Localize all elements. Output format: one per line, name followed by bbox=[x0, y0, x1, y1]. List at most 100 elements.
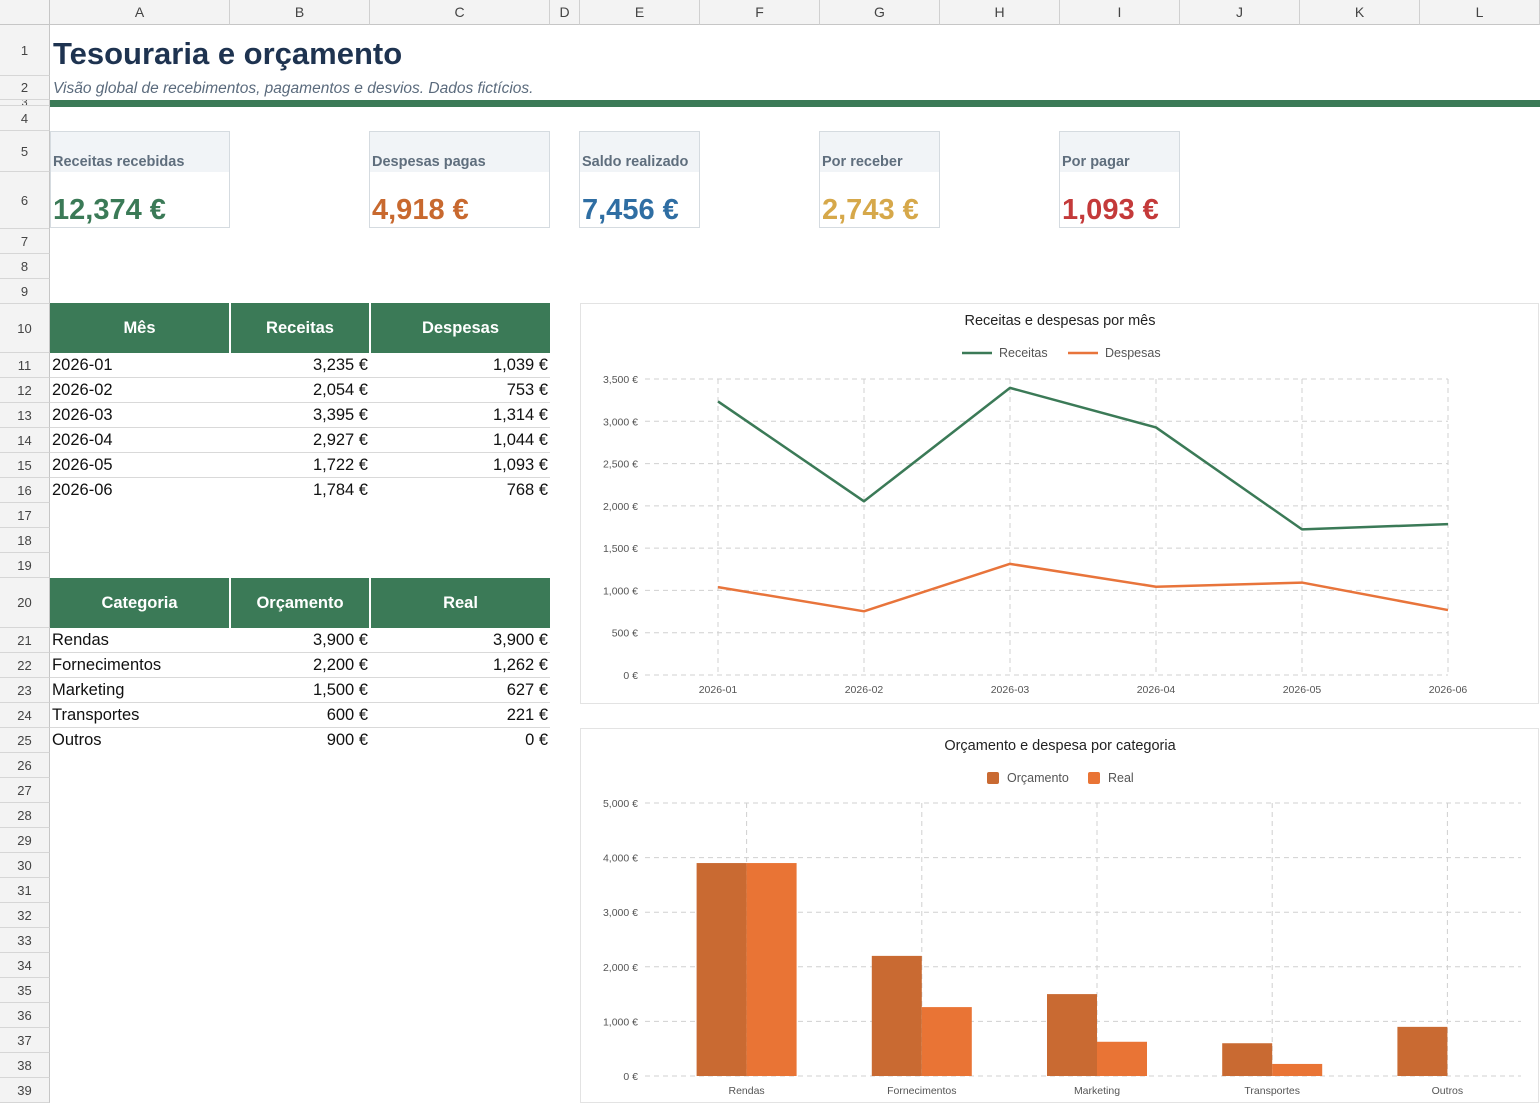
cell[interactable]: 2026-03 bbox=[50, 402, 230, 428]
column-header[interactable]: E bbox=[580, 0, 700, 25]
row-header[interactable]: 38 bbox=[0, 1053, 50, 1078]
cell[interactable]: 0 € bbox=[525, 730, 548, 749]
cell[interactable]: Transportes bbox=[50, 702, 230, 728]
cell[interactable]: 2026-06 bbox=[52, 480, 113, 499]
cell[interactable]: 1,262 € bbox=[370, 652, 550, 678]
row-header[interactable]: 4 bbox=[0, 106, 50, 131]
cell[interactable]: 2026-05 bbox=[50, 452, 230, 478]
row-header[interactable]: 18 bbox=[0, 528, 50, 553]
cell[interactable]: Rendas bbox=[50, 628, 230, 653]
row-header[interactable]: 34 bbox=[0, 953, 50, 978]
cell[interactable]: 768 € bbox=[506, 480, 548, 499]
row-header[interactable]: 7 bbox=[0, 229, 50, 254]
row-header[interactable]: 26 bbox=[0, 753, 50, 778]
cell[interactable]: 753 € bbox=[370, 377, 550, 403]
row-header[interactable]: 37 bbox=[0, 1028, 50, 1053]
kpi-despesas-pagas[interactable]: Despesas pagas 4,918 € bbox=[369, 131, 550, 228]
column-header[interactable]: G bbox=[820, 0, 940, 25]
cell[interactable]: 900 € bbox=[326, 730, 368, 749]
row-header[interactable]: 29 bbox=[0, 828, 50, 853]
kpi-por-receber[interactable]: Por receber 2,743 € bbox=[819, 131, 940, 228]
row-header[interactable]: 27 bbox=[0, 778, 50, 803]
cell[interactable]: 221 € bbox=[370, 702, 550, 728]
row-header[interactable]: 15 bbox=[0, 453, 50, 478]
header-despesas[interactable]: Despesas bbox=[370, 303, 550, 353]
cell[interactable]: 600 € bbox=[230, 702, 370, 728]
row-header[interactable]: 35 bbox=[0, 978, 50, 1003]
row-header[interactable]: 12 bbox=[0, 378, 50, 403]
row-header[interactable]: 28 bbox=[0, 803, 50, 828]
column-header[interactable]: I bbox=[1060, 0, 1180, 25]
row-header[interactable]: 13 bbox=[0, 403, 50, 428]
header-orcamento[interactable]: Orçamento bbox=[230, 578, 371, 628]
cell[interactable]: 627 € bbox=[370, 677, 550, 703]
row-header[interactable]: 22 bbox=[0, 653, 50, 678]
column-header[interactable]: F bbox=[700, 0, 820, 25]
column-header[interactable]: B bbox=[230, 0, 370, 25]
select-all-corner[interactable] bbox=[0, 0, 50, 25]
row-header[interactable]: 10 bbox=[0, 304, 50, 353]
row-header[interactable]: 24 bbox=[0, 703, 50, 728]
row-header[interactable]: 17 bbox=[0, 503, 50, 528]
cell[interactable]: 2026-01 bbox=[50, 353, 230, 378]
cell[interactable]: 2,200 € bbox=[230, 652, 370, 678]
column-header[interactable]: C bbox=[370, 0, 550, 25]
row-header[interactable]: 19 bbox=[0, 553, 50, 578]
row-header[interactable]: 16 bbox=[0, 478, 50, 503]
cell[interactable]: 2026-04 bbox=[50, 427, 230, 453]
column-header[interactable]: H bbox=[940, 0, 1060, 25]
row-header[interactable]: 23 bbox=[0, 678, 50, 703]
column-header[interactable]: K bbox=[1300, 0, 1420, 25]
header-mes[interactable]: Mês bbox=[50, 303, 231, 353]
row-header[interactable]: 14 bbox=[0, 428, 50, 453]
row-header[interactable]: 20 bbox=[0, 578, 50, 628]
kpi-value: 4,918 € bbox=[372, 194, 469, 226]
row-header[interactable]: 11 bbox=[0, 353, 50, 378]
header-categoria[interactable]: Categoria bbox=[50, 578, 231, 628]
row-header[interactable]: 1 bbox=[0, 25, 50, 76]
row-header[interactable]: 32 bbox=[0, 903, 50, 928]
cell[interactable]: 1,784 € bbox=[312, 480, 368, 499]
cell[interactable]: 3,395 € bbox=[230, 402, 370, 428]
cell[interactable]: 1,314 € bbox=[370, 402, 550, 428]
cell[interactable]: 3,900 € bbox=[370, 628, 550, 653]
cell[interactable]: 1,500 € bbox=[230, 677, 370, 703]
row-header[interactable]: 6 bbox=[0, 172, 50, 229]
row-header[interactable]: 5 bbox=[0, 131, 50, 172]
cell[interactable]: 2026-02 bbox=[50, 377, 230, 403]
row-header[interactable]: 30 bbox=[0, 853, 50, 878]
cell[interactable]: 1,093 € bbox=[370, 452, 550, 478]
line-chart-box[interactable]: Receitas e despesas por mês Receitas Despe… bbox=[580, 303, 1539, 704]
row-header[interactable]: 31 bbox=[0, 878, 50, 903]
cell[interactable]: Outros bbox=[52, 730, 102, 749]
row-header[interactable]: 33 bbox=[0, 928, 50, 953]
cell[interactable]: 1,044 € bbox=[370, 427, 550, 453]
bar-chart-box[interactable]: Orçamento e despesa por categoria Orçamen… bbox=[580, 728, 1539, 1103]
row-header[interactable]: 21 bbox=[0, 628, 50, 653]
header-receitas[interactable]: Receitas bbox=[230, 303, 371, 353]
cell[interactable]: 1,039 € bbox=[370, 353, 550, 378]
row-header[interactable]: 8 bbox=[0, 254, 50, 279]
cell[interactable]: Fornecimentos bbox=[50, 652, 230, 678]
kpi-saldo-realizado[interactable]: Saldo realizado 7,456 € bbox=[579, 131, 700, 228]
column-header[interactable]: D bbox=[550, 0, 580, 25]
legend-label: Orçamento bbox=[1007, 771, 1069, 785]
kpi-por-pagar[interactable]: Por pagar 1,093 € bbox=[1059, 131, 1180, 228]
column-header[interactable]: L bbox=[1420, 0, 1540, 25]
row-header[interactable]: 3 bbox=[0, 100, 50, 106]
cell[interactable]: Marketing bbox=[50, 677, 230, 703]
column-header[interactable]: J bbox=[1180, 0, 1300, 25]
row-header[interactable]: 2 bbox=[0, 76, 50, 100]
row-header[interactable]: 9 bbox=[0, 279, 50, 304]
cell[interactable]: 1,722 € bbox=[230, 452, 370, 478]
header-real[interactable]: Real bbox=[370, 578, 550, 628]
row-header[interactable]: 39 bbox=[0, 1078, 50, 1103]
cell[interactable]: 3,235 € bbox=[230, 353, 370, 378]
cell[interactable]: 3,900 € bbox=[230, 628, 370, 653]
column-header[interactable]: A bbox=[50, 0, 230, 25]
row-header[interactable]: 25 bbox=[0, 728, 50, 753]
kpi-receitas-recebidas[interactable]: Receitas recebidas 12,374 € bbox=[50, 131, 230, 228]
cell[interactable]: 2,054 € bbox=[230, 377, 370, 403]
row-header[interactable]: 36 bbox=[0, 1003, 50, 1028]
cell[interactable]: 2,927 € bbox=[230, 427, 370, 453]
